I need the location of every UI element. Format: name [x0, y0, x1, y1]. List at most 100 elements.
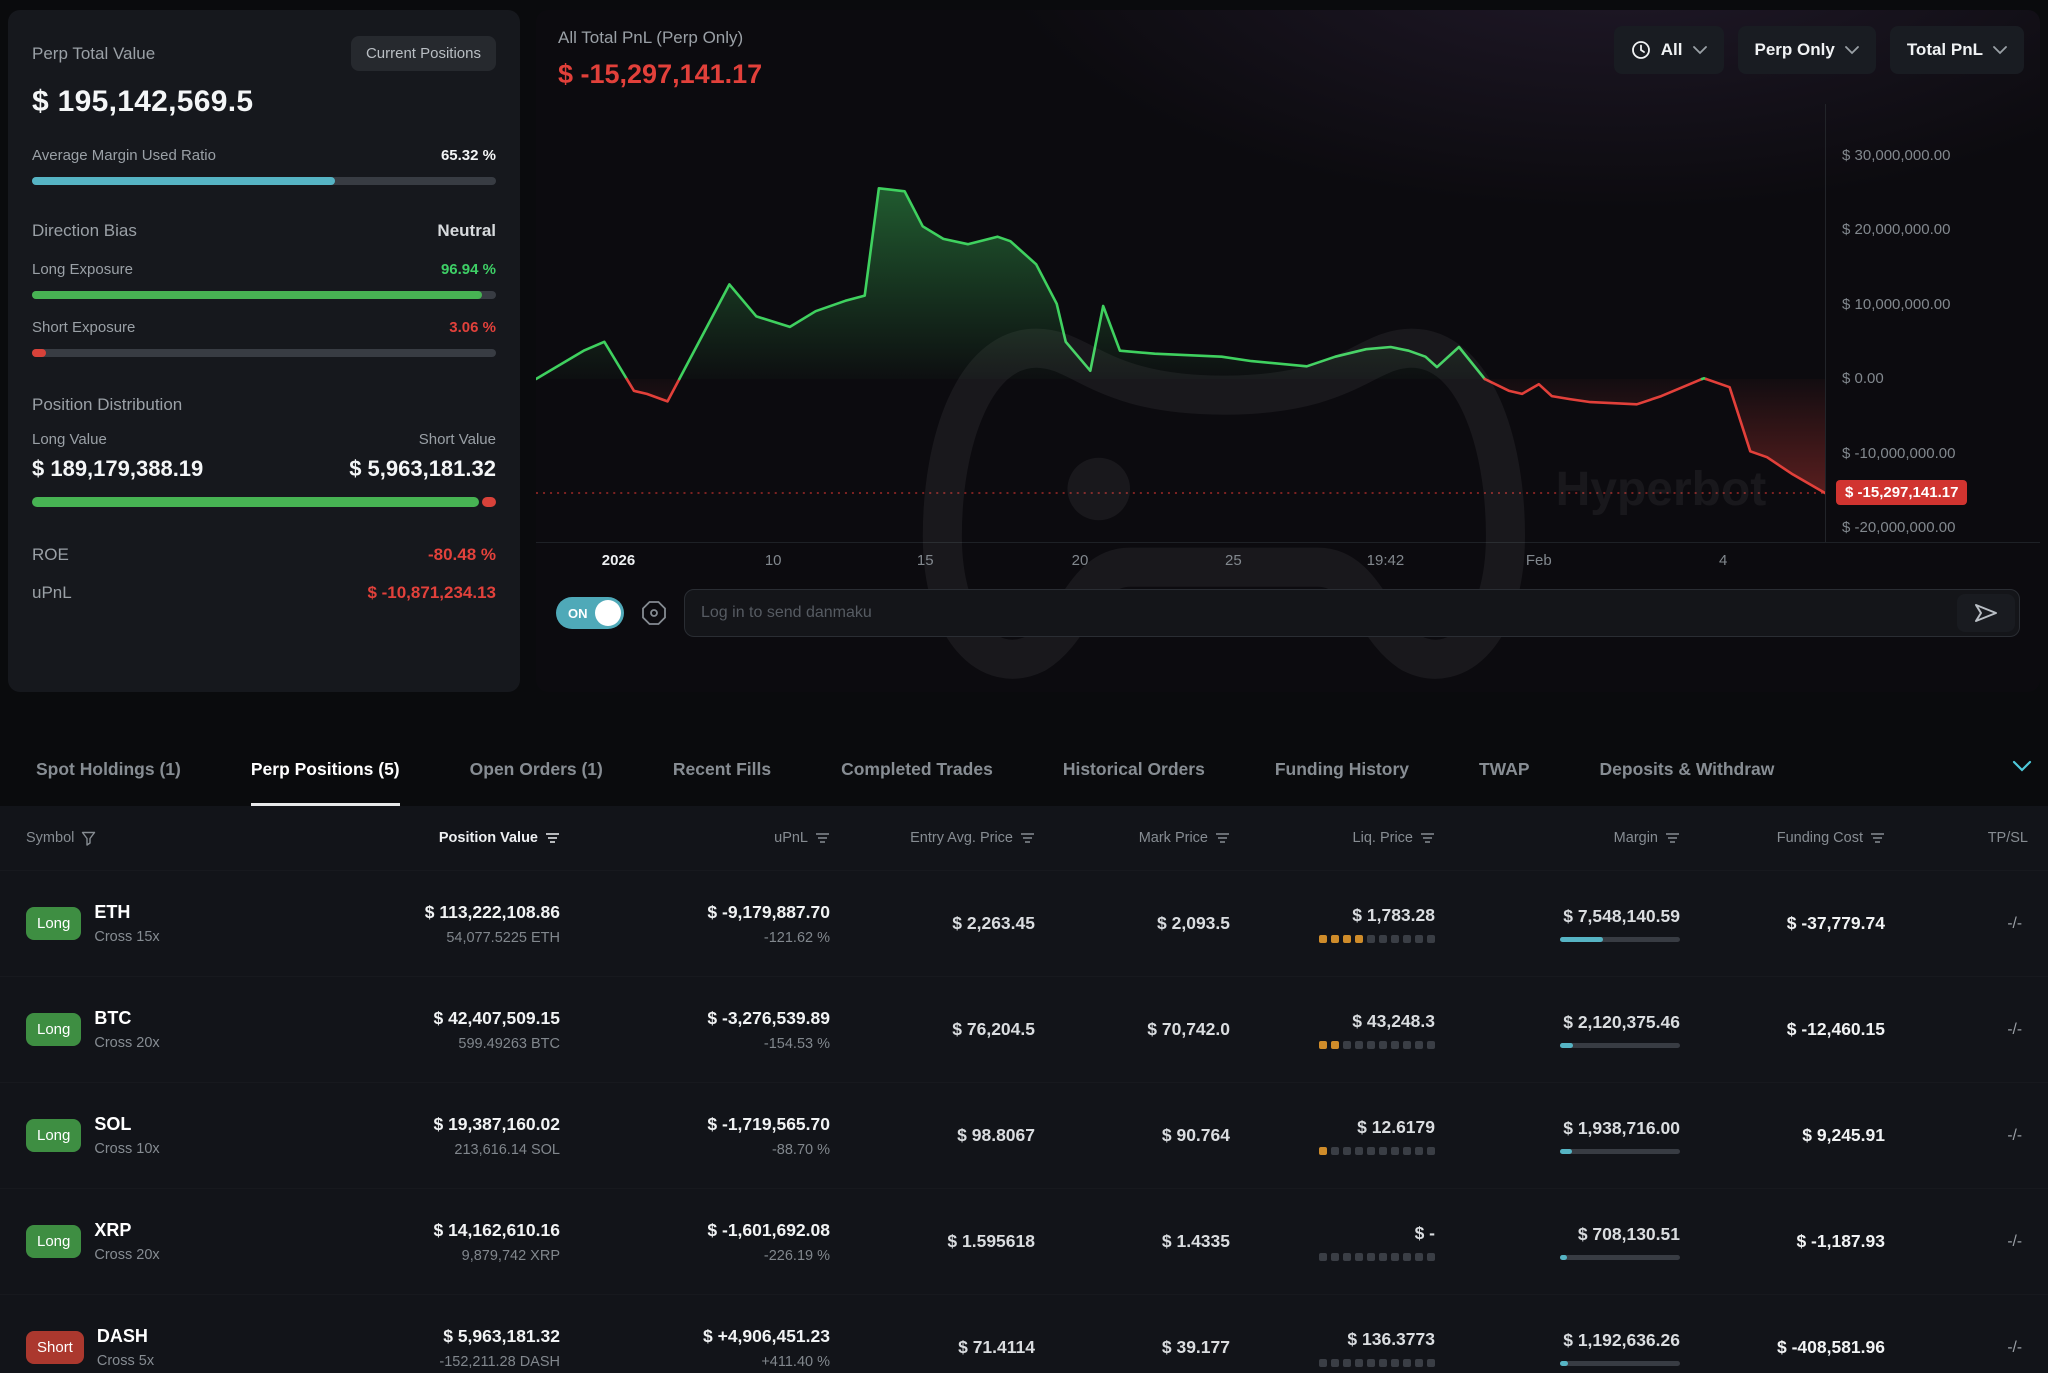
liq-risk-dot [1403, 1146, 1411, 1155]
side-badge: Short [26, 1331, 84, 1364]
cell-upnl: $ -9,179,887.70 -121.62 % [707, 901, 830, 946]
danmaku-toggle[interactable]: ON [556, 597, 624, 629]
position-row-sol[interactable]: Long SOL Cross 10x $ 19,387,160.02 213,616.1… [0, 1082, 2048, 1188]
distribution-short-segment [481, 497, 496, 507]
liq-risk-dot [1319, 1146, 1327, 1155]
long-exposure-value: 96.94 % [440, 261, 496, 278]
roe-label: ROE [32, 545, 69, 564]
position-row-btc[interactable]: Long BTC Cross 20x $ 42,407,509.15 599.49263… [0, 976, 2048, 1082]
tab-spot-holdings-1[interactable]: Spot Holdings (1) [36, 759, 181, 779]
danmaku-input[interactable] [684, 589, 2020, 637]
column-header-symbol[interactable]: Symbol [0, 830, 220, 846]
tab-historical-orders[interactable]: Historical Orders [1062, 759, 1205, 779]
cell-liq-price: $ 136.3773 [1250, 1329, 1455, 1367]
cell-liq-price: $ - [1250, 1223, 1455, 1261]
side-badge: Long [26, 1225, 82, 1258]
danmaku-settings-icon[interactable] [640, 599, 668, 627]
cell-entry-price: $ 2,263.45 [952, 913, 1035, 933]
cell-position-value: $ 113,222,108.86 54,077.5225 ETH [424, 901, 560, 946]
time-range-dropdown[interactable]: All [1613, 26, 1724, 74]
distribution-long-segment [32, 497, 479, 507]
pnl-chart-svg [536, 187, 1825, 495]
column-header-funding-cost[interactable]: Funding Cost [1700, 830, 1905, 846]
cell-tpsl: -/- [2007, 1338, 2022, 1356]
margin-ratio-track [32, 177, 496, 185]
y-axis-label: $ 0.00 [1842, 370, 1884, 387]
symbol-name: BTC [94, 1008, 132, 1028]
liq-risk-dot [1403, 934, 1411, 943]
cell-funding-cost: $ -1,187.93 [1796, 1231, 1885, 1251]
long-exposure-track [32, 291, 496, 299]
liq-risk-dot [1343, 1146, 1351, 1155]
symbol-name: SOL [94, 1114, 132, 1134]
cell-liq-price: $ 43,248.3 [1250, 1011, 1455, 1049]
tab-twap[interactable]: TWAP [1478, 759, 1530, 779]
pnl-chart-y-axis: $ 30,000,000.00 $ 20,000,000.00 $ 10,000,0… [1825, 104, 2040, 542]
liq-risk-dot [1355, 1252, 1363, 1261]
liq-risk-dot [1343, 1252, 1351, 1261]
side-badge: Long [26, 1119, 82, 1152]
column-header-entry-avg-price[interactable]: Entry Avg. Price [850, 830, 1055, 846]
column-header-liq-price[interactable]: Liq. Price [1250, 830, 1455, 846]
leverage-label: Cross 20x [94, 1247, 160, 1263]
pnl-chart-card: All Total PnL (Perp Only) $ -15,297,141.… [536, 10, 2040, 692]
tab-completed-trades[interactable]: Completed Trades [841, 759, 993, 779]
tab-perp-positions-5[interactable]: Perp Positions (5) [250, 736, 400, 806]
y-axis-label: $ 20,000,000.00 [1842, 221, 1951, 238]
tabs-expand-chevron-icon[interactable] [2012, 760, 2032, 772]
liq-risk-dot [1427, 1252, 1435, 1261]
cell-funding-cost: $ -37,779.74 [1786, 913, 1885, 933]
send-danmaku-button[interactable] [1957, 594, 2015, 632]
liq-risk-dot [1355, 1146, 1363, 1155]
tab-open-orders-1[interactable]: Open Orders (1) [469, 759, 603, 779]
table-header: Symbol Position Value uPnL Entry Avg. Price… [0, 806, 2048, 870]
metric-dropdown[interactable]: Total PnL [1889, 26, 2024, 74]
cell-liq-price: $ 12.6179 [1250, 1117, 1455, 1155]
pnl-chart-value: $ -15,297,141.17 [558, 59, 763, 89]
position-row-eth[interactable]: Long ETH Cross 15x $ 113,222,108.86 54,077.5… [0, 870, 2048, 976]
liq-risk-dot [1319, 1358, 1327, 1367]
liq-risk-dot [1343, 934, 1351, 943]
cell-upnl: $ -3,276,539.89 -154.53 % [707, 1007, 830, 1052]
perp-total-value-label: Perp Total Value [32, 43, 156, 63]
sort-icon [1871, 833, 1884, 843]
market-type-dropdown[interactable]: Perp Only [1737, 26, 1876, 74]
liq-risk-dot [1379, 934, 1387, 943]
column-header-upnl[interactable]: uPnL [580, 830, 850, 846]
symbol-name: ETH [94, 902, 131, 922]
tab-funding-history[interactable]: Funding History [1274, 759, 1409, 779]
cell-funding-cost: $ 9,245.91 [1802, 1125, 1885, 1145]
positions-table: Symbol Position Value uPnL Entry Avg. Price… [0, 806, 2048, 1373]
current-positions-button[interactable]: Current Positions [350, 36, 496, 71]
column-header-margin[interactable]: Margin [1455, 830, 1700, 846]
liq-risk-dot [1355, 934, 1363, 943]
clock-icon [1631, 41, 1650, 59]
cell-upnl: $ +4,906,451.23 +411.40 % [703, 1325, 830, 1370]
margin-ratio-bar [32, 177, 336, 185]
liq-risk-dot [1355, 1040, 1363, 1049]
cell-margin: $ 708,130.51 [1455, 1224, 1700, 1260]
position-row-dash[interactable]: Short DASH Cross 5x $ 5,963,181.32 -152,211.… [0, 1294, 2048, 1373]
liq-risk-dot [1367, 1252, 1375, 1261]
liq-risk-dot [1427, 934, 1435, 943]
tab-deposits-withdraw[interactable]: Deposits & Withdraw [1599, 759, 1775, 779]
liq-risk-dot [1391, 934, 1399, 943]
cell-symbol: Long SOL Cross 10x [0, 1114, 220, 1157]
position-distribution-title: Position Distribution [32, 395, 183, 414]
position-row-xrp[interactable]: Long XRP Cross 20x $ 14,162,610.16 9,879,742… [0, 1188, 2048, 1294]
direction-bias-label: Direction Bias [32, 221, 137, 240]
cell-mark-price: $ 90.764 [1161, 1125, 1230, 1145]
side-badge: Long [26, 1013, 82, 1046]
x-axis-label: 10 [764, 552, 782, 569]
sort-icon [1216, 833, 1229, 843]
tab-recent-fills[interactable]: Recent Fills [672, 759, 772, 779]
danmaku-input-wrap [684, 589, 2020, 637]
liq-risk-dot [1331, 1252, 1339, 1261]
cell-margin: $ 1,938,716.00 [1455, 1118, 1700, 1154]
column-header-mark-price[interactable]: Mark Price [1055, 830, 1250, 846]
sort-icon [1421, 833, 1434, 843]
column-header-position-value[interactable]: Position Value [220, 830, 580, 846]
pnl-chart-plot[interactable]: Hyperbot [536, 104, 1825, 680]
cell-mark-price: $ 2,093.5 [1157, 913, 1230, 933]
short-value: $ 5,963,181.32 [349, 456, 496, 481]
